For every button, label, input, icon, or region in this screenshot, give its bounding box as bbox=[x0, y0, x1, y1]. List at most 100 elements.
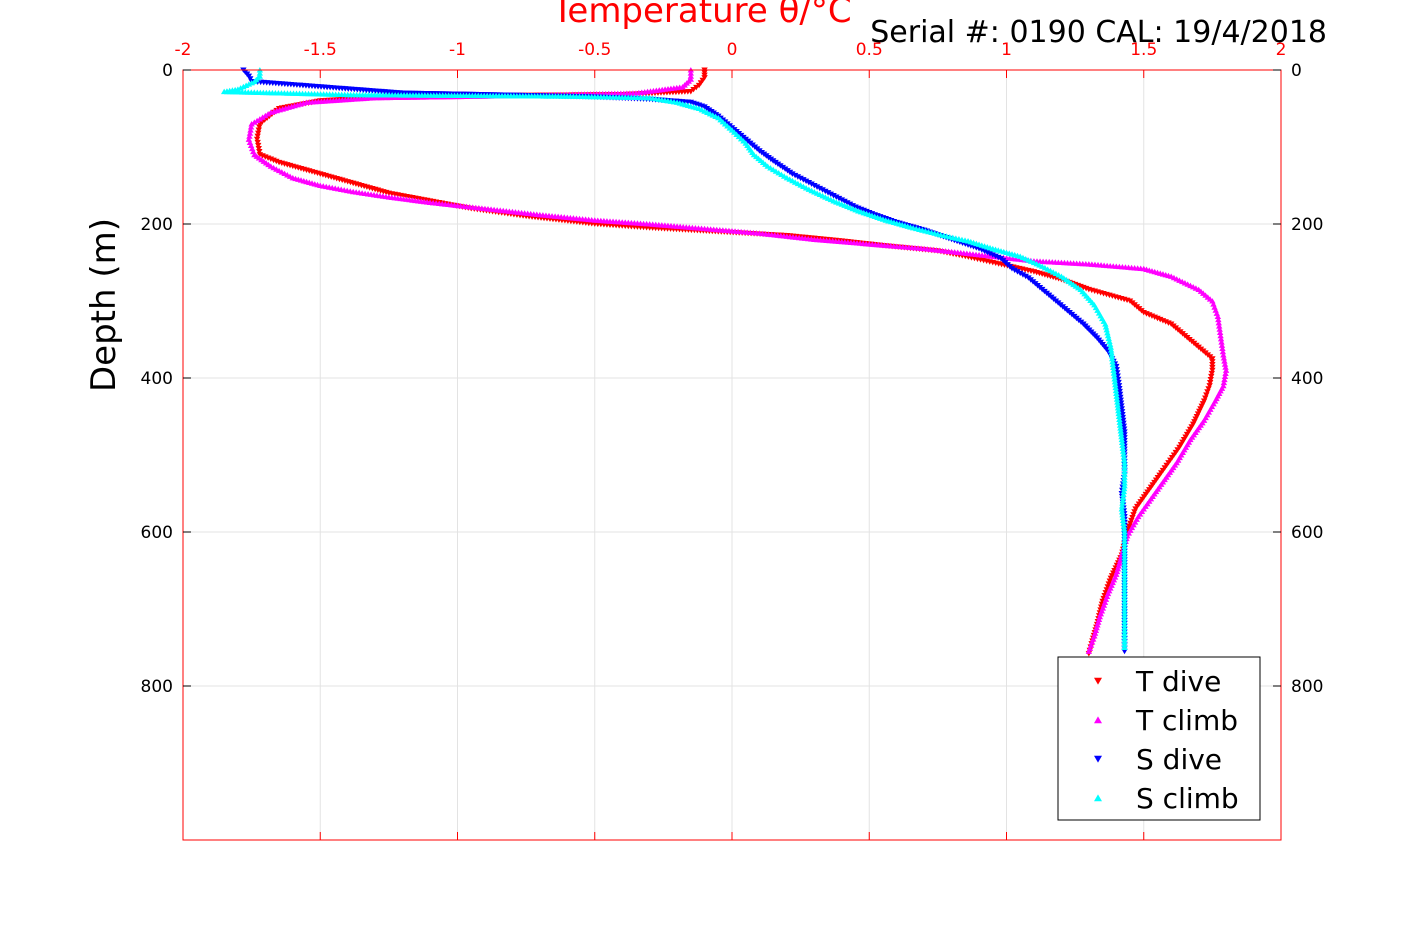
data-point bbox=[794, 174, 802, 180]
data-point bbox=[1113, 568, 1121, 575]
data-point bbox=[1120, 523, 1128, 529]
data-point bbox=[1110, 370, 1118, 376]
data-point bbox=[1113, 396, 1121, 402]
data-point bbox=[255, 130, 262, 137]
x-tick-label: -1.5 bbox=[304, 40, 337, 60]
data-point bbox=[800, 177, 807, 183]
data-point bbox=[1119, 514, 1127, 521]
x-tick-label: 1.5 bbox=[1130, 40, 1157, 60]
data-point bbox=[1215, 316, 1222, 323]
data-point bbox=[1121, 575, 1128, 581]
data-point bbox=[687, 70, 695, 76]
data-point bbox=[1014, 269, 1021, 275]
data-point bbox=[1121, 546, 1128, 552]
data-point bbox=[1092, 627, 1100, 634]
data-point bbox=[1120, 520, 1127, 526]
data-point bbox=[1204, 389, 1211, 395]
data-point bbox=[1221, 358, 1228, 364]
data-point bbox=[1116, 391, 1124, 398]
data-point bbox=[1116, 422, 1124, 428]
data-point bbox=[1121, 612, 1128, 619]
data-point bbox=[1117, 400, 1125, 406]
series-s-dive bbox=[240, 67, 1128, 655]
data-point bbox=[1120, 491, 1127, 498]
data-point bbox=[835, 195, 843, 202]
data-point bbox=[1105, 335, 1112, 342]
data-point bbox=[1206, 380, 1214, 386]
serial-cal-header: Serial #: 0190 CAL: 19/4/2018 bbox=[870, 15, 1327, 50]
legend: T dive T climb S dive S climb bbox=[1057, 656, 1261, 821]
data-point bbox=[1121, 601, 1128, 607]
data-point bbox=[1208, 370, 1216, 377]
data-point bbox=[1091, 630, 1099, 636]
data-point bbox=[1216, 326, 1223, 332]
data-point bbox=[247, 124, 255, 130]
data-point bbox=[1121, 644, 1128, 651]
data-point bbox=[256, 124, 263, 130]
legend-marker bbox=[1094, 755, 1102, 763]
data-point bbox=[1121, 552, 1128, 558]
data-point bbox=[1220, 379, 1228, 386]
data-point bbox=[811, 182, 818, 189]
data-point bbox=[1121, 465, 1128, 472]
y-axis-ticks: 0 0 200 200 400 400 600 600 800 800 bbox=[141, 61, 1324, 697]
data-point bbox=[1217, 335, 1225, 342]
y-tick-label-right: 400 bbox=[1291, 369, 1323, 389]
data-point bbox=[246, 133, 253, 139]
data-point bbox=[1128, 517, 1135, 524]
data-point bbox=[1221, 373, 1229, 380]
data-point bbox=[1115, 407, 1122, 414]
data-point bbox=[1117, 428, 1124, 434]
data-point bbox=[1022, 273, 1029, 280]
data-point bbox=[1115, 563, 1122, 569]
data-point bbox=[1095, 616, 1103, 623]
data-point bbox=[805, 180, 813, 186]
data-point bbox=[1111, 376, 1118, 382]
data-point bbox=[1121, 462, 1128, 469]
data-point bbox=[1117, 394, 1124, 401]
y-axis-label: Depth (m) bbox=[84, 218, 124, 392]
y-tick-label-left: 200 bbox=[141, 215, 173, 235]
data-point bbox=[1095, 619, 1102, 625]
data-point bbox=[1121, 609, 1128, 616]
data-point bbox=[1205, 386, 1212, 392]
series-t-dive bbox=[253, 67, 1216, 657]
data-point bbox=[255, 145, 262, 152]
data-point bbox=[833, 194, 840, 200]
data-point bbox=[1118, 409, 1126, 415]
data-point bbox=[797, 175, 804, 182]
data-point bbox=[1131, 509, 1138, 515]
data-point bbox=[813, 184, 821, 190]
data-point bbox=[1111, 373, 1118, 379]
data-point bbox=[1118, 406, 1125, 412]
data-point bbox=[1125, 526, 1132, 532]
data-point bbox=[1121, 569, 1128, 575]
data-point bbox=[1121, 618, 1128, 625]
data-point bbox=[1119, 448, 1127, 454]
data-point bbox=[1106, 578, 1113, 584]
data-point bbox=[1121, 583, 1128, 590]
data-point bbox=[1120, 454, 1128, 460]
data-point bbox=[254, 139, 261, 146]
data-point bbox=[1119, 511, 1126, 518]
data-point bbox=[1120, 526, 1128, 532]
data-point bbox=[1115, 410, 1122, 417]
data-point bbox=[1118, 433, 1125, 440]
data-point bbox=[1121, 563, 1128, 570]
data-point bbox=[1121, 560, 1128, 567]
data-point bbox=[1121, 482, 1128, 489]
y-tick-label-right: 200 bbox=[1291, 215, 1323, 235]
data-point bbox=[1008, 266, 1016, 272]
y-tick-label-left: 0 bbox=[162, 61, 173, 81]
data-point bbox=[1219, 345, 1226, 352]
data-point bbox=[247, 127, 254, 133]
y-tick-label-right: 800 bbox=[1291, 677, 1323, 697]
data-point bbox=[1121, 648, 1128, 655]
data-point bbox=[1113, 393, 1120, 399]
data-point bbox=[1119, 417, 1127, 424]
data-point bbox=[1108, 352, 1116, 359]
x-tick-label: 0.5 bbox=[856, 40, 883, 60]
data-point bbox=[1121, 566, 1128, 573]
data-point bbox=[1121, 429, 1128, 435]
data-point bbox=[1219, 348, 1227, 355]
